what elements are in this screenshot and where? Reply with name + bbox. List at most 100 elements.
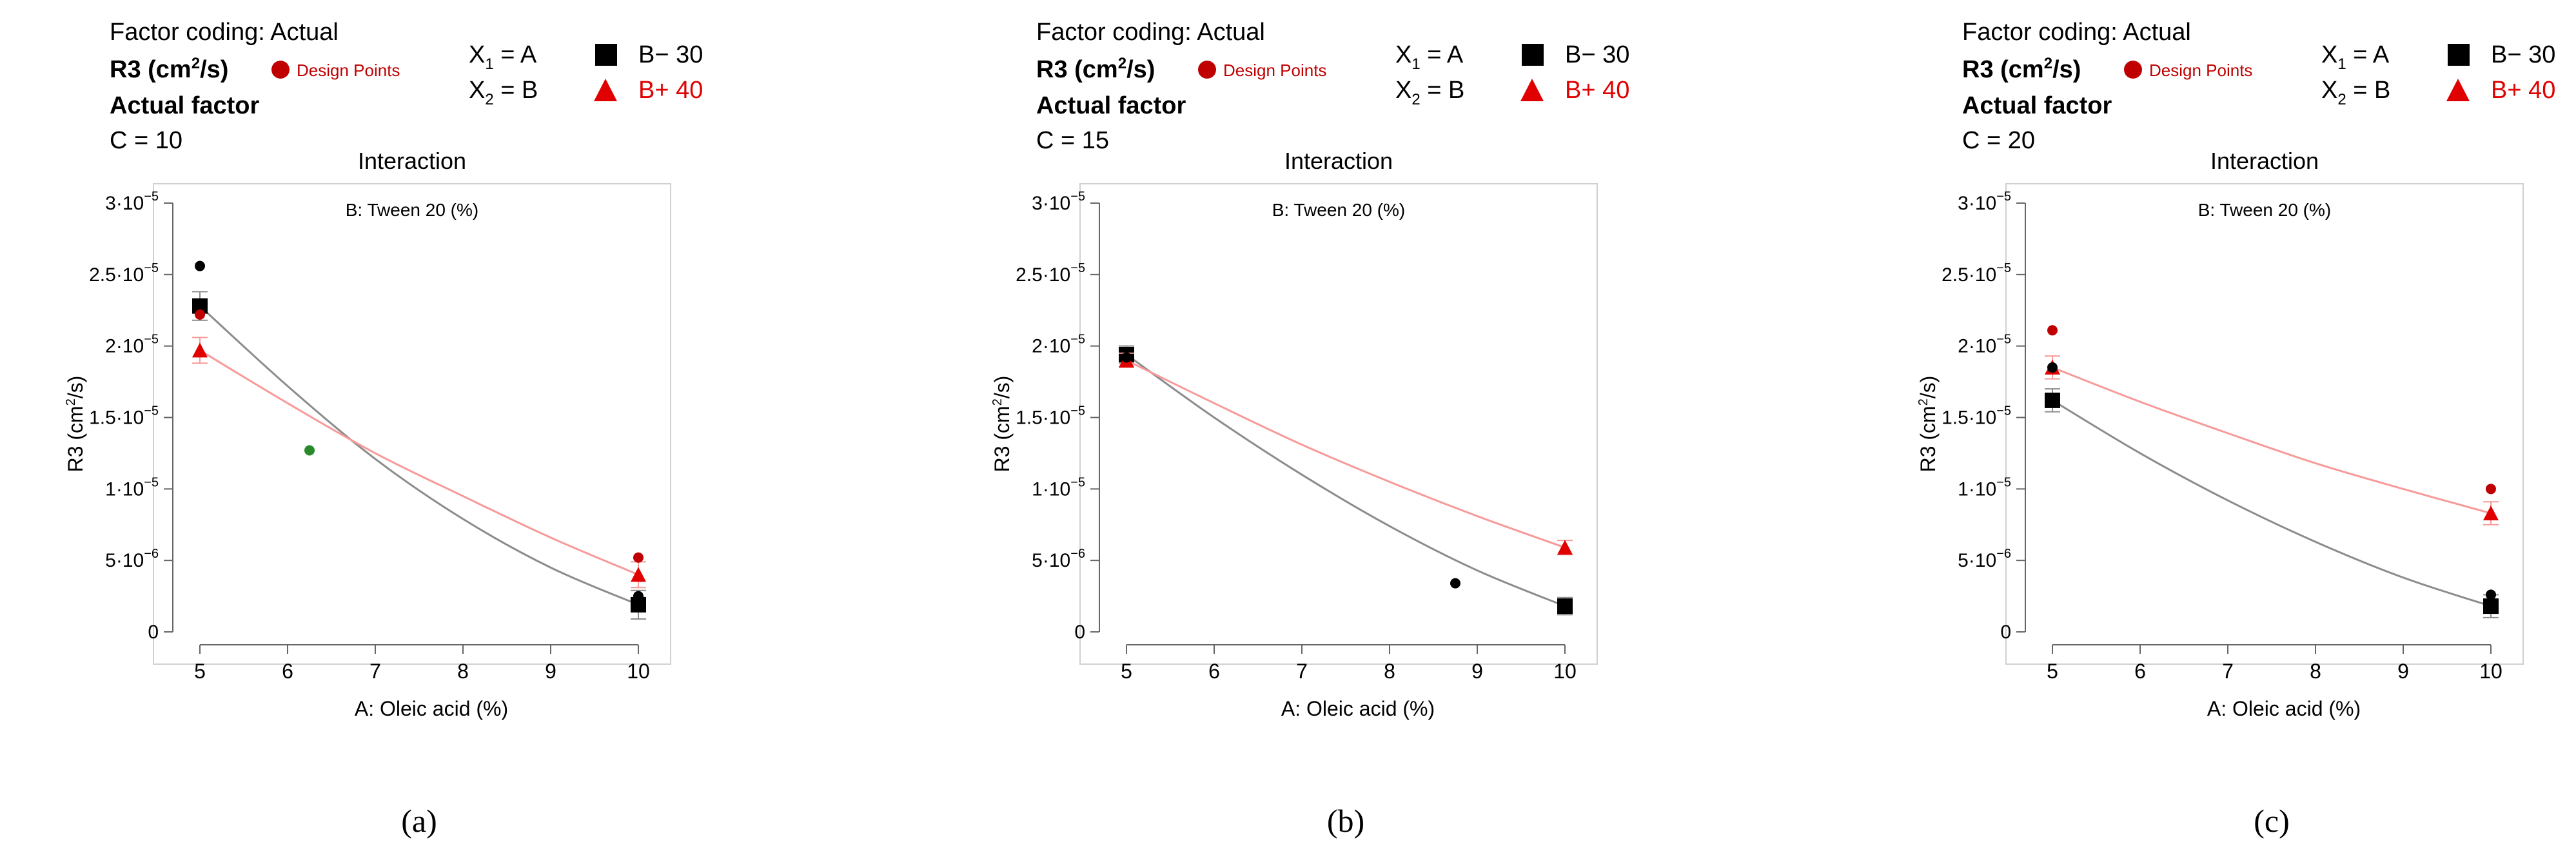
- chart-title: Interaction: [358, 148, 466, 174]
- series-marker-square: [1557, 598, 1573, 614]
- y-tick-label-exp: −5: [1996, 333, 2011, 347]
- header-x2-base: X: [469, 77, 485, 104]
- series-line-low: [199, 305, 639, 606]
- y-tick-label: 1.5·10−5: [1016, 404, 1085, 429]
- y-tick-label-base: 1.5·10: [1016, 407, 1070, 429]
- y-tick-label-exp: −5: [1070, 333, 1085, 347]
- x-axis-label: A: Oleic acid (%): [1281, 697, 1435, 720]
- y-tick-label-base: 1.5·10: [89, 407, 144, 429]
- header-x2-rest: = B: [1421, 77, 1465, 104]
- y-tick-label-exp: −5: [1070, 404, 1085, 418]
- y-axis-label-base: R3 (cm: [990, 406, 1014, 472]
- y-tick-label-base: 0: [1074, 622, 1085, 643]
- y-tick-label: 0: [148, 622, 159, 643]
- x-tick-label: 8: [1384, 660, 1395, 683]
- header-x2-sub: 2: [2337, 91, 2346, 108]
- panel-label: (b): [1327, 803, 1364, 839]
- y-axis-label-base: R3 (cm: [64, 406, 87, 472]
- y-tick-label-exp: −5: [1070, 190, 1085, 204]
- y-tick-label: 5·10−6: [105, 547, 159, 571]
- y-axis-label-base: R3 (cm: [1916, 406, 1940, 472]
- y-tick-label-base: 5·10: [1032, 550, 1070, 571]
- legend-triangle-marker: [1520, 79, 1544, 101]
- y-tick-label-exp: −5: [1070, 475, 1085, 489]
- series-marker-square: [2483, 598, 2499, 614]
- y-tick-label-base: 3·10: [105, 193, 144, 214]
- legend-triangle-marker: [2446, 79, 2470, 101]
- x-tick-label: 9: [545, 660, 556, 683]
- y-tick-label: 1·10−5: [1958, 475, 2011, 500]
- header-actual-factor: Actual factor: [1036, 92, 1186, 119]
- design-point: [2047, 362, 2058, 373]
- legend-square-marker: [1522, 44, 1544, 66]
- chart-subtitle: B: Tween 20 (%): [2198, 200, 2331, 220]
- series-marker-triangle: [2483, 506, 2499, 521]
- plot-frame: [153, 183, 671, 665]
- x-tick-label: 5: [1121, 660, 1132, 683]
- y-tick-label-exp: −6: [144, 547, 159, 561]
- x-tick-label: 5: [194, 660, 206, 683]
- y-tick-label-base: 2.5·10: [1016, 264, 1070, 286]
- series-line-high: [1126, 359, 1566, 549]
- legend-triangle-marker: [594, 79, 617, 101]
- y-tick-label-base: 2·10: [1032, 336, 1070, 357]
- x-tick-label: 5: [2047, 660, 2058, 683]
- series-line-low: [2052, 399, 2492, 607]
- y-tick-label-base: 0: [148, 622, 159, 643]
- plot-frame: [2005, 183, 2524, 665]
- legend-low-label: B− 30: [638, 41, 703, 68]
- design-point: [1450, 578, 1460, 589]
- chart-title: Interaction: [2210, 148, 2319, 174]
- y-tick-label-exp: −5: [1996, 190, 2011, 204]
- y-tick-label-base: 5·10: [105, 550, 144, 571]
- series-marker-triangle: [631, 567, 646, 582]
- y-tick-label-base: 2.5·10: [1942, 264, 1996, 286]
- header-response: R3 (cm2/s): [110, 55, 228, 83]
- header-x2-mapping: X2 = B: [1395, 77, 1464, 108]
- y-axis-label-sup: 2: [1916, 398, 1931, 406]
- panel-label: (a): [401, 803, 437, 839]
- chart-subtitle: B: Tween 20 (%): [1272, 200, 1405, 220]
- header-response-text: R3 (cm: [1036, 56, 1118, 83]
- design-point: [195, 260, 205, 271]
- header-response: R3 (cm2/s): [1962, 55, 2081, 83]
- header-x2-rest: = B: [2346, 77, 2391, 104]
- header-x1-base: X: [2321, 41, 2337, 68]
- x-tick-label: 7: [369, 660, 381, 683]
- y-tick-label: 5·10−6: [1958, 547, 2011, 571]
- header-factor-coding: Factor coding: Actual: [1036, 19, 1265, 46]
- y-tick-label-exp: −5: [144, 333, 159, 347]
- y-tick-label-base: 3·10: [1958, 193, 1996, 214]
- x-tick-label: 9: [2397, 660, 2409, 683]
- header-response-sup: 2: [2044, 55, 2052, 72]
- y-axis-label: R3 (cm2/s): [1916, 376, 1940, 473]
- header-actual-factor: Actual factor: [110, 92, 259, 119]
- series-marker-triangle: [192, 342, 208, 358]
- legend-square-marker: [595, 44, 617, 66]
- chart-subtitle: B: Tween 20 (%): [346, 200, 478, 220]
- y-tick-label-base: 1·10: [1958, 478, 1996, 500]
- y-tick-label-base: 3·10: [1032, 193, 1070, 214]
- header-x2-mapping: X2 = B: [469, 77, 538, 108]
- y-tick-label-exp: −5: [1996, 261, 2011, 275]
- y-tick-label: 2.5·10−5: [89, 261, 159, 286]
- y-tick-label-base: 2.5·10: [89, 264, 144, 286]
- panel-label: (c): [2254, 803, 2290, 839]
- header-x1-mapping: X1 = A: [469, 41, 537, 73]
- y-tick-label: 5·10−6: [1032, 547, 1085, 571]
- header-response-sup: 2: [1118, 55, 1126, 72]
- series-marker-triangle: [1557, 540, 1573, 555]
- y-tick-label-exp: −5: [144, 261, 159, 275]
- header-x1-rest: = A: [2346, 41, 2390, 68]
- y-tick-label: 1·10−5: [105, 475, 159, 500]
- design-point: [2486, 484, 2496, 495]
- y-tick-label-base: 1·10: [105, 478, 144, 500]
- legend-low-label: B− 30: [2491, 41, 2555, 68]
- y-tick-label: 0: [2000, 622, 2011, 643]
- y-tick-label: 1·10−5: [1032, 475, 1085, 500]
